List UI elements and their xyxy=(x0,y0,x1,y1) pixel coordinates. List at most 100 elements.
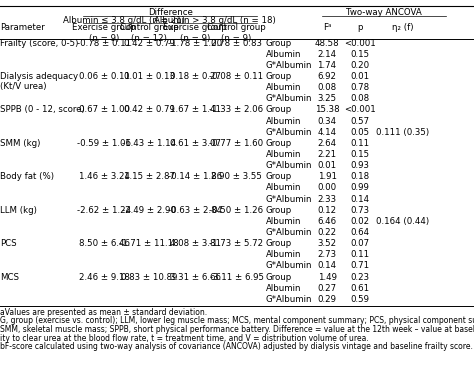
Text: Group: Group xyxy=(265,172,292,181)
Text: Albumin: Albumin xyxy=(265,250,301,259)
Text: -0.78 ± 0.11: -0.78 ± 0.11 xyxy=(77,39,131,48)
Text: 0.42 ± 0.79: 0.42 ± 0.79 xyxy=(124,39,175,48)
Text: -1.78 ± 1.20: -1.78 ± 1.20 xyxy=(168,39,222,48)
Text: 0.05: 0.05 xyxy=(351,128,370,137)
Text: Albumin ≤ 3.8 g/dL (n = 21): Albumin ≤ 3.8 g/dL (n = 21) xyxy=(64,16,185,25)
Text: SMM (kg): SMM (kg) xyxy=(0,139,41,148)
Text: LLM (kg): LLM (kg) xyxy=(0,206,37,215)
Text: η₂ (f): η₂ (f) xyxy=(392,23,414,32)
Text: Group: Group xyxy=(265,273,292,282)
Text: Exercise group
(n = 9): Exercise group (n = 9) xyxy=(163,23,227,43)
Text: 1.67 ± 1.41: 1.67 ± 1.41 xyxy=(170,106,220,115)
Text: 0.15: 0.15 xyxy=(351,50,370,59)
Text: 1.49: 1.49 xyxy=(318,273,337,282)
Text: 0.01 ± 0.13: 0.01 ± 0.13 xyxy=(124,72,175,81)
Text: 2.33: 2.33 xyxy=(318,195,337,204)
Text: 0.14: 0.14 xyxy=(351,195,370,204)
Text: -1.43 ± 1.14: -1.43 ± 1.14 xyxy=(122,139,176,148)
Text: 0.42 ± 0.79: 0.42 ± 0.79 xyxy=(124,106,175,115)
Text: 4.08 ± 3.81: 4.08 ± 3.81 xyxy=(170,239,220,248)
Text: 0.18: 0.18 xyxy=(351,172,370,181)
Text: 2.90 ± 3.55: 2.90 ± 3.55 xyxy=(211,172,262,181)
Text: Group: Group xyxy=(265,206,292,215)
Text: 1.15 ± 2.87: 1.15 ± 2.87 xyxy=(124,172,175,181)
Text: 0.08: 0.08 xyxy=(318,83,337,92)
Text: Albumin: Albumin xyxy=(265,83,301,92)
Text: -0.14 ± 1.86: -0.14 ± 1.86 xyxy=(168,172,222,181)
Text: 0.01: 0.01 xyxy=(351,72,370,81)
Text: G*Albumin: G*Albumin xyxy=(265,161,312,170)
Text: 3.52: 3.52 xyxy=(318,239,337,248)
Text: Two-way ANCOVA: Two-way ANCOVA xyxy=(346,8,422,17)
Text: 3.31 ± 6.66: 3.31 ± 6.66 xyxy=(170,273,220,282)
Text: 0.18 ± 0.27: 0.18 ± 0.27 xyxy=(170,72,220,81)
Text: G*Albumin: G*Albumin xyxy=(265,262,312,271)
Text: 2.46 ± 9.18: 2.46 ± 9.18 xyxy=(79,273,130,282)
Text: Group: Group xyxy=(265,239,292,248)
Text: 0.61 ± 3.07: 0.61 ± 3.07 xyxy=(170,139,220,148)
Text: 0.61: 0.61 xyxy=(351,284,370,293)
Text: PCS: PCS xyxy=(0,239,17,248)
Text: 0.27: 0.27 xyxy=(318,284,337,293)
Text: 0.29: 0.29 xyxy=(318,295,337,304)
Text: 0.02: 0.02 xyxy=(351,217,370,226)
Text: G*Albumin: G*Albumin xyxy=(265,228,312,237)
Text: 0.11: 0.11 xyxy=(351,139,370,148)
Text: G*Albumin: G*Albumin xyxy=(265,94,312,103)
Text: Dialysis adequacy
(Kt/V urea): Dialysis adequacy (Kt/V urea) xyxy=(0,72,79,91)
Text: Group: Group xyxy=(265,106,292,115)
Text: 0.08: 0.08 xyxy=(351,94,370,103)
Text: Control group
(n = 12): Control group (n = 12) xyxy=(120,23,179,43)
Text: 0.34: 0.34 xyxy=(318,117,337,126)
Text: 4.14: 4.14 xyxy=(318,128,337,137)
Text: -1.71 ± 11.18: -1.71 ± 11.18 xyxy=(119,239,179,248)
Text: Difference: Difference xyxy=(148,8,192,17)
Text: -3.11 ± 6.95: -3.11 ± 6.95 xyxy=(210,273,264,282)
Text: 3.25: 3.25 xyxy=(318,94,337,103)
Text: -0.63 ± 2.84: -0.63 ± 2.84 xyxy=(168,206,222,215)
Text: 48.58: 48.58 xyxy=(315,39,339,48)
Text: -2.62 ± 1.24: -2.62 ± 1.24 xyxy=(77,206,131,215)
Text: 2.21: 2.21 xyxy=(318,150,337,159)
Text: Exercise group
(n = 9): Exercise group (n = 9) xyxy=(73,23,136,43)
Text: 0.20: 0.20 xyxy=(351,61,370,70)
Text: G*Albumin: G*Albumin xyxy=(265,295,312,304)
Text: 0.59: 0.59 xyxy=(351,295,370,304)
Text: Albumin: Albumin xyxy=(265,150,301,159)
Text: Group: Group xyxy=(265,39,292,48)
Text: 6.46: 6.46 xyxy=(318,217,337,226)
Text: 0.11: 0.11 xyxy=(351,250,370,259)
Text: 8.50 ± 6.46: 8.50 ± 6.46 xyxy=(79,239,130,248)
Text: 0.00: 0.00 xyxy=(318,183,337,192)
Text: Group: Group xyxy=(265,72,292,81)
Text: 2.73: 2.73 xyxy=(318,250,337,259)
Text: Albumin: Albumin xyxy=(265,217,301,226)
Text: Fᵃ: Fᵃ xyxy=(323,23,331,32)
Text: Group: Group xyxy=(265,139,292,148)
Text: -1.33 ± 2.06: -1.33 ± 2.06 xyxy=(210,106,264,115)
Text: <0.001: <0.001 xyxy=(345,106,376,115)
Text: 0.71: 0.71 xyxy=(351,262,370,271)
Text: Albumin: Albumin xyxy=(265,50,301,59)
Text: 0.83 ± 10.89: 0.83 ± 10.89 xyxy=(121,273,177,282)
Text: 0.64: 0.64 xyxy=(351,228,370,237)
Text: 0.22: 0.22 xyxy=(318,228,337,237)
Text: Control group
(n = 9): Control group (n = 9) xyxy=(207,23,266,43)
Text: Parameter: Parameter xyxy=(0,23,45,32)
Text: 0.73: 0.73 xyxy=(351,206,370,215)
Text: G*Albumin: G*Albumin xyxy=(265,128,312,137)
Text: 0.01: 0.01 xyxy=(318,161,337,170)
Text: SMM, skeletal muscle mass; SPPB, short physical performance battery. Difference : SMM, skeletal muscle mass; SPPB, short p… xyxy=(0,325,474,334)
Text: 0.78: 0.78 xyxy=(351,83,370,92)
Text: 1.91: 1.91 xyxy=(318,172,337,181)
Text: <0.001: <0.001 xyxy=(345,39,376,48)
Text: 0.164 (0.44): 0.164 (0.44) xyxy=(376,217,429,226)
Text: 0.07: 0.07 xyxy=(351,239,370,248)
Text: -0.77 ± 1.60: -0.77 ± 1.60 xyxy=(210,139,264,148)
Text: 0.57: 0.57 xyxy=(351,117,370,126)
Text: 0.111 (0.35): 0.111 (0.35) xyxy=(376,128,429,137)
Text: G, group (exercise vs. control); LLM, lower leg muscle mass; MCS, mental compone: G, group (exercise vs. control); LLM, lo… xyxy=(0,316,474,325)
Text: 2.64: 2.64 xyxy=(318,139,337,148)
Text: 0.15: 0.15 xyxy=(351,150,370,159)
Text: 0.67 ± 1.00: 0.67 ± 1.00 xyxy=(79,106,130,115)
